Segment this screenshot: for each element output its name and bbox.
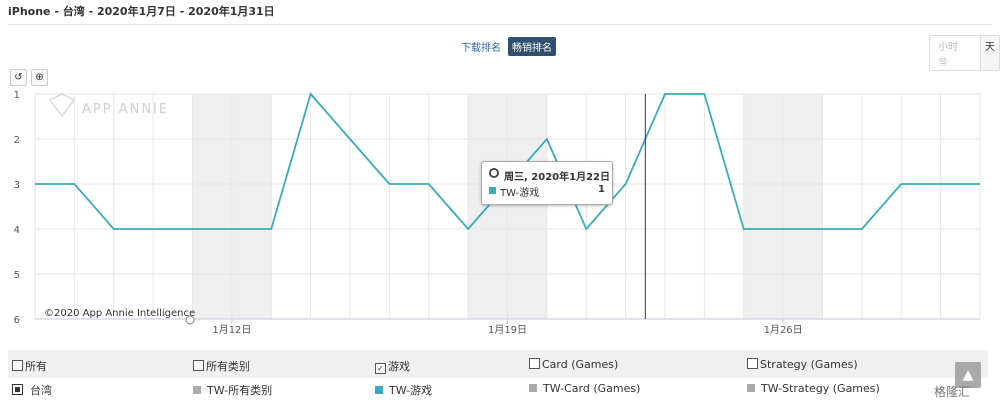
x-tick-label: 1月19日	[488, 324, 527, 336]
diamond-logo-icon	[48, 93, 76, 118]
category-filter-bar	[8, 350, 988, 378]
y-tick-label: 4	[14, 225, 20, 236]
x-tick-label: 1月12日	[212, 324, 251, 336]
checkbox-icon[interactable]	[12, 360, 23, 371]
rank-chart[interactable]: 1 2 3 4 5 6 1月12日 1月19日 1月26日 APP ANNIE ©2020 App …	[0, 86, 1000, 350]
y-tick-label: 5	[14, 270, 20, 281]
daily-option[interactable]: 天	[980, 36, 999, 70]
ranking-tabs: 下载排名 畅销排名	[458, 37, 556, 56]
y-tick-label: 2	[14, 135, 20, 146]
y-tick-label: 1	[14, 90, 20, 101]
tooltip-date: 周三, 2020年1月22日	[504, 172, 610, 183]
checkbox-icon[interactable]	[529, 358, 540, 369]
granularity-toggle: 小时 ㊐ 天	[929, 35, 1000, 71]
checkbox-icon[interactable]	[747, 358, 758, 369]
copyright-text: ©2020 App Annie Intelligence	[44, 308, 195, 319]
chevron-up-icon: ▲	[962, 367, 974, 383]
zoom-button[interactable]: ⊕	[31, 69, 48, 86]
navigator-handle-icon	[185, 315, 195, 325]
series-swatch	[375, 386, 383, 394]
legend-country[interactable]: 台湾	[12, 382, 52, 398]
legend-tw-games[interactable]: TW-游戏	[375, 382, 432, 398]
filter-strategy-games[interactable]: Strategy (Games)	[747, 358, 858, 371]
y-tick-label: 3	[14, 180, 20, 191]
checkbox-checked-icon[interactable]: ✓	[375, 363, 386, 374]
tab-grossing[interactable]: 畅销排名	[508, 37, 556, 56]
reset-zoom-button[interactable]: ↺	[10, 69, 27, 86]
logo-text: APP ANNIE	[82, 102, 169, 117]
reset-zoom-icon: ↺	[14, 72, 23, 83]
legend-tw-strategy-games[interactable]: TW-Strategy (Games)	[747, 382, 880, 395]
filter-all[interactable]: 所有	[12, 358, 47, 374]
filter-games[interactable]: ✓ 游戏	[375, 358, 410, 374]
tab-downloads[interactable]: 下载排名	[461, 43, 501, 54]
legend-tw-all-categories[interactable]: TW-所有类别	[193, 382, 272, 398]
tooltip-series: TW-游戏	[500, 188, 540, 199]
hourly-option[interactable]: 小时 ㊐	[938, 42, 958, 68]
series-swatch	[193, 386, 201, 394]
zoom-icon: ⊕	[35, 72, 44, 83]
checkbox-icon[interactable]	[193, 360, 204, 371]
chart-tooltip: ● 周三, 2020年1月22日 TW-游戏 1	[481, 161, 613, 205]
series-swatch	[747, 384, 755, 392]
series-swatch	[529, 384, 537, 392]
filter-all-categories[interactable]: 所有类别	[193, 358, 250, 374]
legend-tw-card-games[interactable]: TW-Card (Games)	[529, 382, 640, 395]
title-divider	[8, 24, 992, 25]
tooltip-swatch	[489, 187, 496, 194]
scroll-to-top-button[interactable]: ▲	[955, 362, 981, 388]
app-annie-logo: APP ANNIE	[48, 93, 169, 118]
tooltip-value: 1	[598, 184, 605, 195]
filter-card-games[interactable]: Card (Games)	[529, 358, 618, 371]
watermark: 格隆汇	[934, 385, 971, 399]
page-title: iPhone - 台湾 - 2020年1月7日 - 2020年1月31日	[8, 5, 275, 18]
y-tick-label: 6	[14, 315, 20, 326]
globe-icon: ●	[489, 168, 499, 178]
country-filled-checkbox-icon[interactable]	[12, 384, 23, 395]
x-tick-label: 1月26日	[764, 324, 803, 336]
